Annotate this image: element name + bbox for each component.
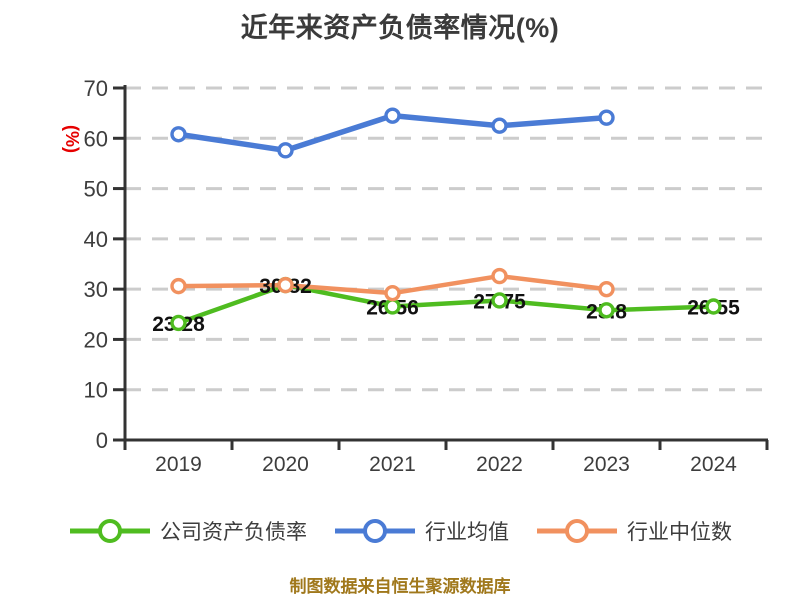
chart-canvas: 0 10 20 30 40 50 60 70 2019 2020 2021 2022 2023 2024 (… [62, 76, 769, 476]
series-marker-0 [598, 302, 615, 319]
series-marker-2 [384, 284, 401, 302]
x-axis-tick-label: 2022 [476, 453, 523, 476]
legend-label: 行业均值 [425, 521, 509, 544]
x-axis-tick-label: 2019 [155, 453, 202, 476]
series-marker-1 [277, 142, 294, 159]
x-axis-tick-label: 2020 [262, 453, 309, 476]
source-note: 制图数据来自恒生聚源数据库 [289, 577, 511, 596]
series-marker-0 [491, 292, 508, 309]
y-axis-tick-label: 50 [84, 177, 108, 202]
y-axis-tick-label: 40 [84, 227, 108, 252]
y-axis-name: (%) [62, 125, 82, 153]
chart-title: 近年来资产负债率情况(%) [240, 13, 560, 43]
legend-marker-icon [537, 519, 617, 543]
series-marker-0 [384, 298, 401, 315]
y-axis-tick-label: 20 [84, 327, 108, 352]
series-marker-1 [384, 107, 401, 124]
series-marker-2 [491, 267, 508, 285]
x-axis-tick-label: 2024 [690, 453, 737, 476]
legend-marker-icon [70, 519, 150, 543]
series-marker-2 [598, 280, 615, 298]
series-marker-2 [170, 277, 187, 295]
legend-marker-icon [335, 519, 415, 543]
series-marker-0 [705, 298, 722, 315]
series-marker-1 [170, 126, 187, 143]
legend-label: 行业中位数 [627, 521, 732, 544]
series-marker-0 [170, 314, 187, 332]
series-marker-1 [491, 117, 508, 134]
legend-item-0: 公司资产负债率 [68, 516, 307, 546]
y-axis-tick-label: 0 [96, 428, 108, 453]
legend-item-1: 行业均值 [333, 516, 509, 546]
legend-item-2: 行业中位数 [535, 516, 732, 546]
series-line-0 [176, 282, 716, 326]
series-marker-2 [277, 276, 294, 294]
legend-label: 公司资产负债率 [160, 521, 307, 544]
x-axis-tick-label: 2021 [369, 453, 416, 476]
y-axis-tick-label: 70 [84, 76, 108, 101]
series-marker-1 [598, 109, 615, 126]
y-axis-tick-label: 60 [84, 126, 108, 151]
chart-legend: 公司资产负债率 行业均值 行业中位数 [0, 516, 800, 546]
x-axis-tick-label: 2023 [583, 453, 630, 476]
y-axis-tick-label: 10 [84, 378, 108, 403]
y-axis-tick-label: 30 [84, 277, 108, 302]
